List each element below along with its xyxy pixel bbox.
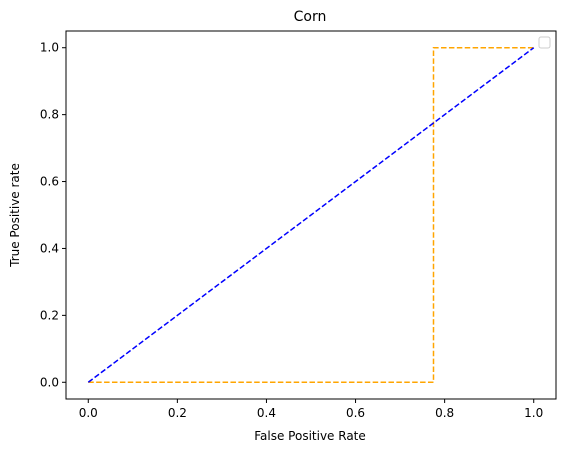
- legend-box: [538, 36, 551, 49]
- x-tick-label: 1.0: [524, 406, 543, 420]
- chart-title: Corn: [294, 9, 327, 25]
- y-tick-label: 0.0: [40, 375, 59, 389]
- series-line-0: [88, 46, 534, 384]
- x-tick-label: 0.2: [168, 406, 187, 420]
- y-tick-label: 1.0: [40, 41, 59, 55]
- plot-area: [87, 46, 535, 384]
- plot-frame: [65, 30, 557, 400]
- y-axis: 0.0 0.2 0.4 0.6 0.8 1.0: [40, 41, 66, 389]
- x-tick-label: 0.6: [346, 406, 365, 420]
- x-tick-label: 0.8: [435, 406, 454, 420]
- y-tick-label: 0.2: [40, 308, 59, 322]
- y-tick-label: 0.6: [40, 175, 59, 189]
- y-tick-label: 0.8: [40, 108, 59, 122]
- x-tick-label: 0.4: [257, 406, 276, 420]
- x-axis: 0.0 0.2 0.4 0.6 0.8 1.0: [79, 399, 543, 420]
- y-axis-label: True Positive rate: [8, 163, 22, 268]
- y-tick-label: 0.4: [40, 241, 59, 255]
- x-axis-label: False Positive Rate: [254, 429, 366, 443]
- series-line-1: [87, 47, 535, 383]
- x-tick-label: 0.0: [79, 406, 98, 420]
